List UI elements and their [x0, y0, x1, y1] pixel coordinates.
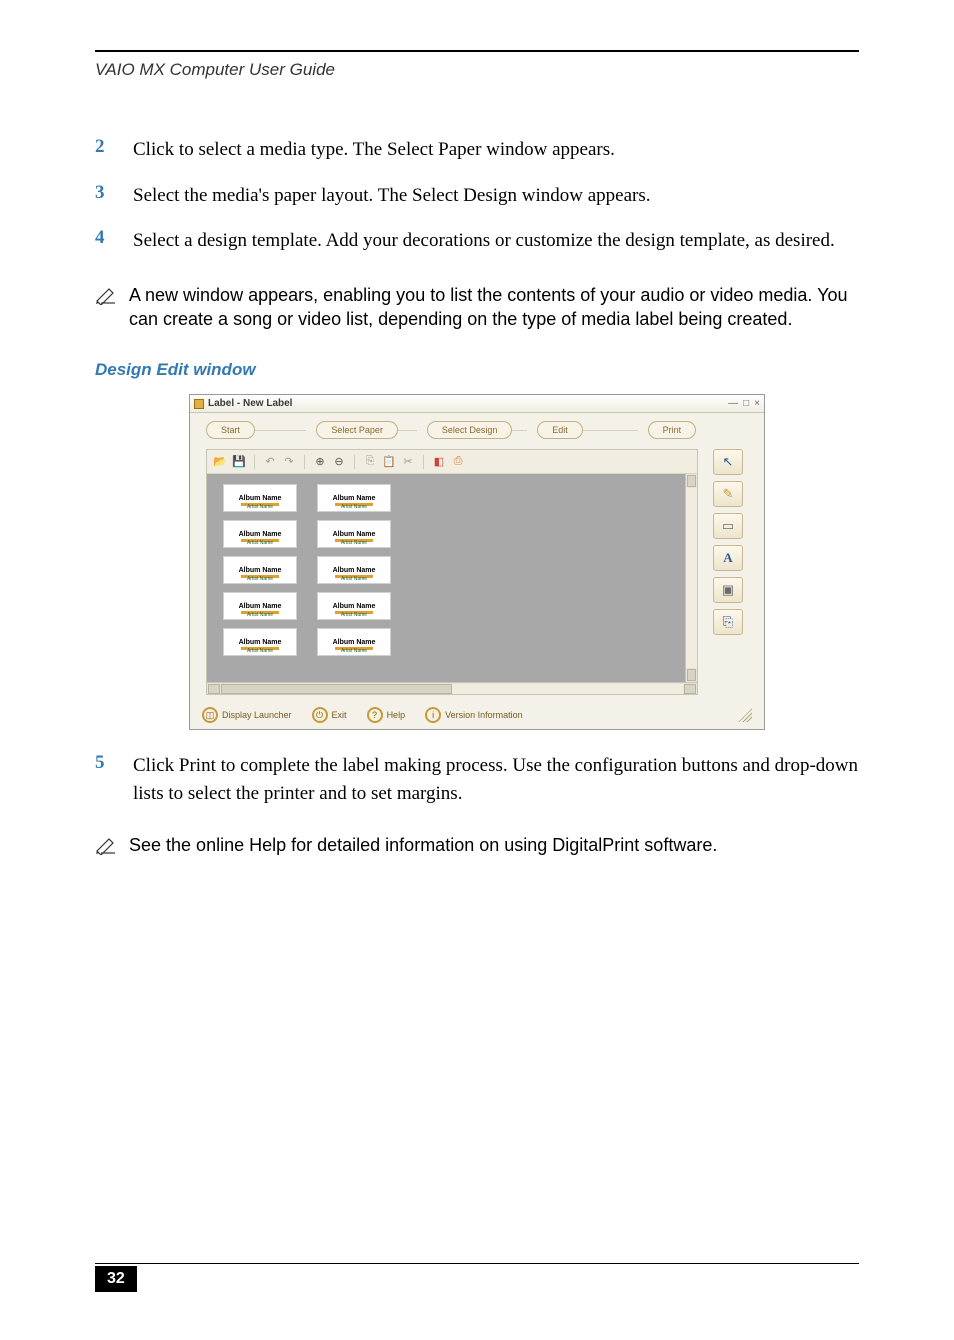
note-block: See the online Help for detailed informa… — [95, 833, 859, 860]
label-card[interactable]: Album NameArtist Name — [223, 628, 297, 656]
step-text: Select the media's paper layout. The Sel… — [133, 182, 651, 210]
step-4: 4 Select a design template. Add your dec… — [95, 227, 859, 255]
label-card[interactable]: Album NameArtist Name — [223, 592, 297, 620]
help-icon: ? — [367, 707, 383, 723]
canvas-body: Album NameArtist Name Album NameArtist N… — [207, 474, 697, 694]
section-heading: Design Edit window — [95, 360, 859, 380]
tab-select-design[interactable]: Select Design — [427, 421, 513, 439]
step-2: 2 Click to select a media type. The Sele… — [95, 136, 859, 164]
open-icon[interactable]: 📂 — [213, 455, 227, 469]
pencil-tool[interactable]: ✎ — [713, 481, 743, 507]
version-label: Version Information — [445, 710, 523, 720]
help-label: Help — [387, 710, 406, 720]
page-number: 32 — [95, 1266, 137, 1292]
place-tool[interactable]: ⎘ — [713, 609, 743, 635]
launcher-button[interactable]: ◫ Display Launcher — [202, 707, 292, 723]
undo-icon[interactable]: ↶ — [263, 455, 277, 469]
exit-icon: ⏻ — [312, 707, 328, 723]
vertical-scrollbar[interactable] — [685, 474, 697, 682]
pointer-tool[interactable]: ↖ — [713, 449, 743, 475]
label-card[interactable]: Album NameArtist Name — [223, 520, 297, 548]
label-card[interactable]: Album NameArtist Name — [223, 556, 297, 584]
print-icon[interactable]: ⎙ — [451, 455, 465, 469]
footer-rule — [95, 1263, 859, 1264]
info-icon: i — [425, 707, 441, 723]
canvas-toolbar: 📂 💾 ↶ ↷ ⊕ ⊖ — [207, 450, 697, 474]
window-controls: — □ × — [728, 398, 760, 409]
label-card[interactable]: Album NameArtist Name — [223, 484, 297, 512]
version-button[interactable]: i Version Information — [425, 707, 523, 723]
screenshot: Label - New Label — □ × Start Select Pap… — [95, 394, 859, 730]
image-tool[interactable]: ▣ — [713, 577, 743, 603]
rect-tool[interactable]: ▭ — [713, 513, 743, 539]
tab-print[interactable]: Print — [648, 421, 697, 439]
doc-title: VAIO MX Computer User Guide — [95, 60, 859, 80]
step-text: Click to select a media type. The Select… — [133, 136, 615, 164]
launcher-icon: ◫ — [202, 707, 218, 723]
note-icon — [95, 837, 121, 860]
save-icon[interactable]: 💾 — [232, 455, 246, 469]
note-text: See the online Help for detailed informa… — [121, 833, 717, 858]
resize-grip[interactable] — [738, 708, 752, 722]
note-text: A new window appears, enabling you to li… — [121, 283, 859, 333]
launcher-label: Display Launcher — [222, 710, 292, 720]
step-number: 2 — [95, 136, 133, 164]
tab-select-paper[interactable]: Select Paper — [316, 421, 398, 439]
tab-start[interactable]: Start — [206, 421, 255, 439]
exit-button[interactable]: ⏻ Exit — [312, 707, 347, 723]
bottom-bar: ◫ Display Launcher ⏻ Exit ? Help i Versi… — [190, 703, 764, 729]
app-icon — [194, 399, 204, 409]
note-block: A new window appears, enabling you to li… — [95, 283, 859, 333]
label-card[interactable]: Album NameArtist Name — [317, 592, 391, 620]
minimize-icon[interactable]: — — [728, 398, 738, 409]
tool-palette: ↖ ✎ ▭ A ▣ ⎘ — [708, 449, 748, 695]
close-icon[interactable]: × — [754, 398, 760, 409]
color-icon[interactable]: ◧ — [432, 455, 446, 469]
maximize-icon[interactable]: □ — [743, 398, 749, 409]
top-rule — [95, 50, 859, 52]
step-5: 5 Click Print to complete the label maki… — [95, 752, 859, 807]
zoom-out-icon[interactable]: ⊖ — [332, 455, 346, 469]
label-card[interactable]: Album NameArtist Name — [317, 484, 391, 512]
note-icon — [95, 287, 121, 310]
label-card[interactable]: Album NameArtist Name — [317, 520, 391, 548]
horizontal-scrollbar[interactable] — [207, 682, 697, 694]
canvas-panel: 📂 💾 ↶ ↷ ⊕ ⊖ — [206, 449, 698, 695]
tab-edit[interactable]: Edit — [537, 421, 583, 439]
step-text: Select a design template. Add your decor… — [133, 227, 835, 255]
window-title: Label - New Label — [208, 398, 292, 409]
label-card[interactable]: Album NameArtist Name — [317, 628, 391, 656]
step-text: Click Print to complete the label making… — [133, 752, 859, 807]
help-button[interactable]: ? Help — [367, 707, 406, 723]
label-card[interactable]: Album NameArtist Name — [317, 556, 391, 584]
step-number: 3 — [95, 182, 133, 210]
step-3: 3 Select the media's paper layout. The S… — [95, 182, 859, 210]
zoom-in-icon[interactable]: ⊕ — [313, 455, 327, 469]
cut-icon[interactable]: ✂ — [401, 455, 415, 469]
redo-icon[interactable]: ↷ — [282, 455, 296, 469]
titlebar: Label - New Label — □ × — [190, 395, 764, 413]
app-window: Label - New Label — □ × Start Select Pap… — [189, 394, 765, 730]
copy-icon[interactable]: ⎘ — [363, 455, 377, 469]
paste-icon[interactable]: 📋 — [382, 455, 396, 469]
tabs-row: Start Select Paper Select Design Edit Pr… — [190, 413, 764, 449]
exit-label: Exit — [332, 710, 347, 720]
step-number: 5 — [95, 752, 133, 807]
text-tool[interactable]: A — [713, 545, 743, 571]
step-number: 4 — [95, 227, 133, 255]
